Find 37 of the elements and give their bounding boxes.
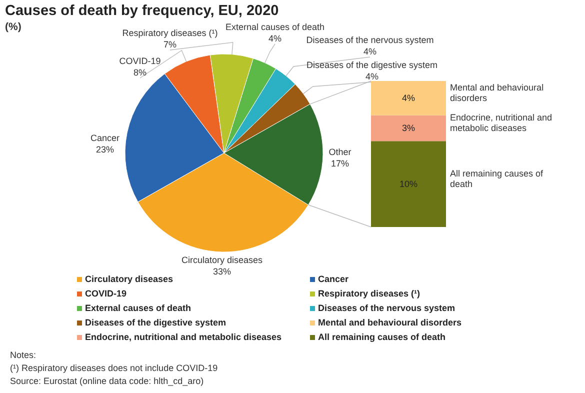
data-label: 3% [402, 123, 416, 134]
text: Notes: [10, 350, 36, 360]
data-label: 23% [96, 144, 114, 154]
legend-label: Circulatory diseases [85, 274, 174, 284]
slice-label: Cancer [90, 133, 120, 143]
legend-label: All remaining causes of death [318, 332, 446, 342]
slice-label: Diseases of the nervous system [306, 35, 434, 45]
slice-label: Circulatory diseases [181, 255, 264, 265]
legend-label: External causes of death [85, 303, 192, 313]
data-label: 4% [363, 46, 377, 56]
data-label: 7% [163, 40, 177, 50]
data-label: 33% [212, 266, 232, 276]
data-label: 4% [365, 72, 379, 82]
legend-label: Endocrine, nutritional and metabolic diseases [85, 332, 282, 342]
text: All remaining causes of death [450, 168, 544, 189]
slice-label: Respiratory diseases (¹) [122, 28, 218, 38]
legend-label: Respiratory diseases (¹) [318, 288, 420, 298]
text: (¹) Respiratory diseases does not include COVID-19 [10, 363, 218, 373]
data-label: 8% [133, 68, 147, 78]
legend-label: COVID-19 [85, 288, 127, 298]
data-label: 4% [268, 34, 282, 44]
slice-label: COVID-19 [119, 56, 161, 66]
source-note: Source: Eurostat (online data code: hlth_cd_aro) [10, 376, 204, 386]
legend-label: Diseases of the nervous system [318, 303, 456, 313]
slice-label: External causes of death [225, 22, 325, 32]
data-label: 17% [330, 158, 350, 168]
chart-title: Causes of death by frequency, EU, 2020 [5, 3, 279, 19]
data-label: 10% [399, 179, 418, 190]
slice-label: Diseases of the digestive system [306, 60, 438, 70]
legend-label: Mental and behavioural disorders [318, 318, 462, 328]
legend-label: Diseases of the digestive system [85, 318, 226, 328]
text: Endocrine, nutritional and metabolic diseases [450, 112, 552, 133]
chart-subtitle: (%) [5, 21, 22, 33]
slice-label: Other [328, 147, 352, 157]
text: Mental and behavioural disorders [450, 82, 544, 103]
data-label: 4% [402, 93, 416, 104]
legend-label: Cancer [318, 274, 350, 284]
